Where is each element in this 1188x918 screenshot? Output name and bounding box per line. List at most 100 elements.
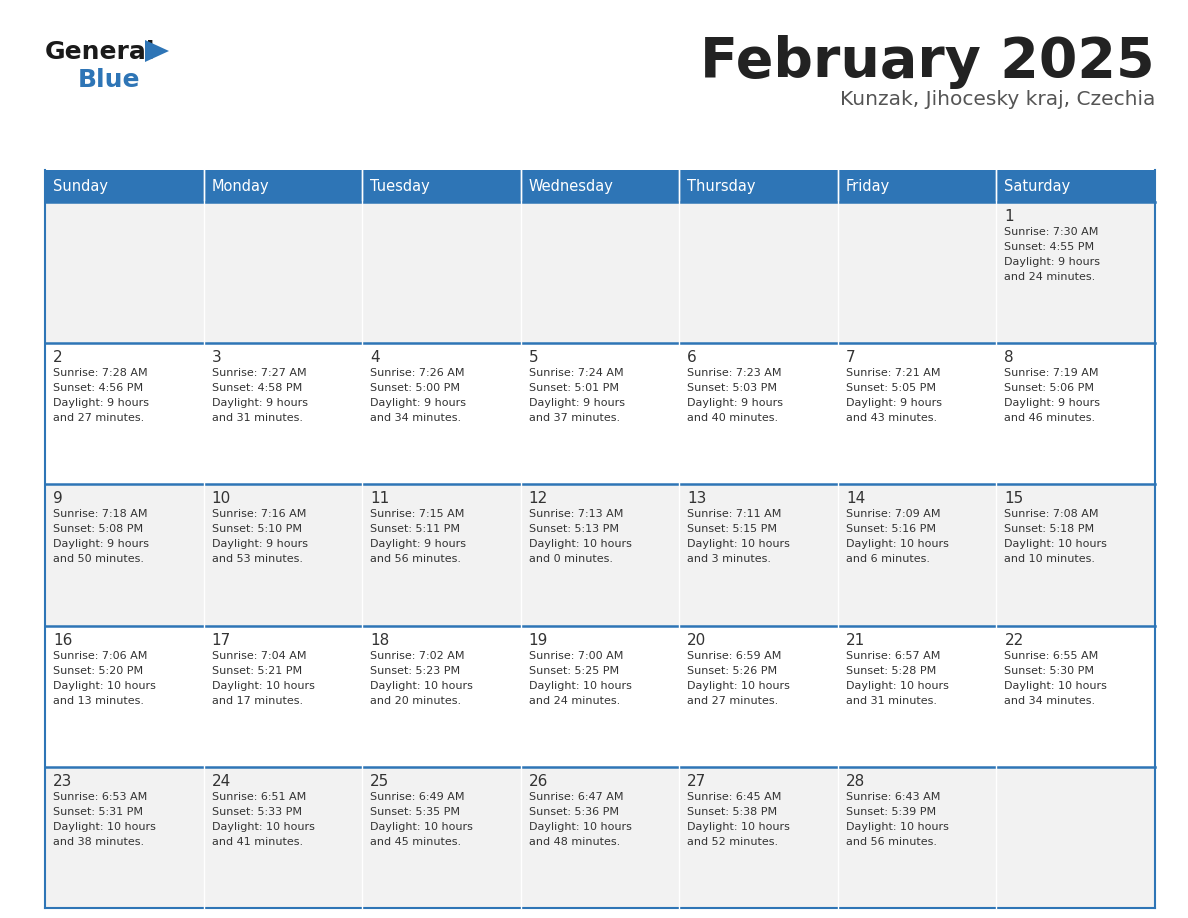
Bar: [838, 170, 997, 202]
Text: Kunzak, Jihocesky kraj, Czechia: Kunzak, Jihocesky kraj, Czechia: [840, 90, 1155, 109]
Text: Sunrise: 7:21 AM: Sunrise: 7:21 AM: [846, 368, 941, 378]
Text: Daylight: 9 hours: Daylight: 9 hours: [371, 398, 466, 409]
Text: Sunday: Sunday: [53, 178, 108, 194]
Text: and 13 minutes.: and 13 minutes.: [53, 696, 144, 706]
Text: Sunset: 5:18 PM: Sunset: 5:18 PM: [1004, 524, 1094, 534]
Text: Daylight: 10 hours: Daylight: 10 hours: [529, 822, 632, 832]
Text: 7: 7: [846, 350, 855, 365]
Text: Daylight: 10 hours: Daylight: 10 hours: [211, 680, 315, 690]
Text: Sunset: 5:13 PM: Sunset: 5:13 PM: [529, 524, 619, 534]
Text: 8: 8: [1004, 350, 1015, 365]
Text: 25: 25: [371, 774, 390, 789]
Text: and 56 minutes.: and 56 minutes.: [371, 554, 461, 565]
Text: Sunrise: 7:06 AM: Sunrise: 7:06 AM: [53, 651, 147, 661]
Text: 9: 9: [53, 491, 63, 507]
Text: Daylight: 9 hours: Daylight: 9 hours: [371, 540, 466, 549]
Text: and 52 minutes.: and 52 minutes.: [688, 837, 778, 846]
Text: Sunrise: 7:08 AM: Sunrise: 7:08 AM: [1004, 509, 1099, 520]
Text: and 0 minutes.: and 0 minutes.: [529, 554, 613, 565]
Text: Daylight: 10 hours: Daylight: 10 hours: [53, 822, 156, 832]
Text: and 20 minutes.: and 20 minutes.: [371, 696, 461, 706]
Text: Daylight: 10 hours: Daylight: 10 hours: [846, 822, 949, 832]
Text: Sunrise: 7:19 AM: Sunrise: 7:19 AM: [1004, 368, 1099, 378]
Text: 1: 1: [1004, 209, 1015, 224]
Text: Sunrise: 7:15 AM: Sunrise: 7:15 AM: [371, 509, 465, 520]
Text: Sunset: 5:20 PM: Sunset: 5:20 PM: [53, 666, 143, 676]
Text: Sunset: 5:28 PM: Sunset: 5:28 PM: [846, 666, 936, 676]
Text: 15: 15: [1004, 491, 1024, 507]
Text: 3: 3: [211, 350, 221, 365]
Text: 22: 22: [1004, 633, 1024, 647]
Text: Daylight: 10 hours: Daylight: 10 hours: [371, 822, 473, 832]
Text: Daylight: 10 hours: Daylight: 10 hours: [846, 680, 949, 690]
Text: Daylight: 9 hours: Daylight: 9 hours: [211, 398, 308, 409]
Text: Sunset: 5:08 PM: Sunset: 5:08 PM: [53, 524, 143, 534]
Text: and 24 minutes.: and 24 minutes.: [1004, 272, 1095, 282]
Text: and 41 minutes.: and 41 minutes.: [211, 837, 303, 846]
Text: Daylight: 9 hours: Daylight: 9 hours: [53, 398, 148, 409]
Text: Sunset: 5:10 PM: Sunset: 5:10 PM: [211, 524, 302, 534]
Text: 21: 21: [846, 633, 865, 647]
Text: Sunrise: 6:57 AM: Sunrise: 6:57 AM: [846, 651, 940, 661]
Text: 24: 24: [211, 774, 230, 789]
Text: General: General: [45, 40, 156, 64]
Bar: [520, 170, 680, 202]
Text: Wednesday: Wednesday: [529, 178, 613, 194]
Text: Daylight: 9 hours: Daylight: 9 hours: [1004, 257, 1100, 267]
Text: Sunset: 5:31 PM: Sunset: 5:31 PM: [53, 807, 143, 817]
Text: 27: 27: [688, 774, 707, 789]
Text: and 34 minutes.: and 34 minutes.: [1004, 696, 1095, 706]
Text: Sunset: 5:35 PM: Sunset: 5:35 PM: [371, 807, 460, 817]
Text: Sunrise: 7:11 AM: Sunrise: 7:11 AM: [688, 509, 782, 520]
Text: 5: 5: [529, 350, 538, 365]
Text: Sunrise: 7:18 AM: Sunrise: 7:18 AM: [53, 509, 147, 520]
Text: Daylight: 9 hours: Daylight: 9 hours: [529, 398, 625, 409]
Text: 26: 26: [529, 774, 548, 789]
Text: and 3 minutes.: and 3 minutes.: [688, 554, 771, 565]
Text: 18: 18: [371, 633, 390, 647]
Bar: [45, 202, 1155, 343]
Text: Sunrise: 7:13 AM: Sunrise: 7:13 AM: [529, 509, 623, 520]
Text: Sunrise: 6:55 AM: Sunrise: 6:55 AM: [1004, 651, 1099, 661]
Text: Sunrise: 7:09 AM: Sunrise: 7:09 AM: [846, 509, 941, 520]
Text: Saturday: Saturday: [1004, 178, 1070, 194]
Text: Sunset: 5:06 PM: Sunset: 5:06 PM: [1004, 383, 1094, 393]
Text: Daylight: 10 hours: Daylight: 10 hours: [1004, 680, 1107, 690]
Text: Monday: Monday: [211, 178, 270, 194]
Text: Daylight: 10 hours: Daylight: 10 hours: [688, 680, 790, 690]
Text: Daylight: 9 hours: Daylight: 9 hours: [53, 540, 148, 549]
Text: Sunrise: 6:45 AM: Sunrise: 6:45 AM: [688, 792, 782, 801]
Text: Sunrise: 7:27 AM: Sunrise: 7:27 AM: [211, 368, 307, 378]
Text: 10: 10: [211, 491, 230, 507]
Text: Daylight: 10 hours: Daylight: 10 hours: [529, 680, 632, 690]
Text: Sunrise: 7:16 AM: Sunrise: 7:16 AM: [211, 509, 307, 520]
Text: 23: 23: [53, 774, 72, 789]
Text: and 34 minutes.: and 34 minutes.: [371, 413, 461, 423]
Text: and 38 minutes.: and 38 minutes.: [53, 837, 144, 846]
Text: 14: 14: [846, 491, 865, 507]
Bar: [203, 170, 362, 202]
Bar: [362, 170, 520, 202]
Text: Sunset: 5:23 PM: Sunset: 5:23 PM: [371, 666, 460, 676]
Bar: [680, 170, 838, 202]
Text: and 48 minutes.: and 48 minutes.: [529, 837, 620, 846]
Text: Sunrise: 7:30 AM: Sunrise: 7:30 AM: [1004, 227, 1099, 237]
Text: Sunrise: 6:43 AM: Sunrise: 6:43 AM: [846, 792, 940, 801]
Text: and 46 minutes.: and 46 minutes.: [1004, 413, 1095, 423]
Text: and 10 minutes.: and 10 minutes.: [1004, 554, 1095, 565]
Text: and 37 minutes.: and 37 minutes.: [529, 413, 620, 423]
Text: 17: 17: [211, 633, 230, 647]
Text: Sunrise: 7:28 AM: Sunrise: 7:28 AM: [53, 368, 147, 378]
Text: Sunrise: 7:00 AM: Sunrise: 7:00 AM: [529, 651, 623, 661]
Text: 6: 6: [688, 350, 697, 365]
Text: Sunrise: 6:49 AM: Sunrise: 6:49 AM: [371, 792, 465, 801]
Text: Daylight: 10 hours: Daylight: 10 hours: [211, 822, 315, 832]
Text: Daylight: 10 hours: Daylight: 10 hours: [53, 680, 156, 690]
Text: and 31 minutes.: and 31 minutes.: [211, 413, 303, 423]
Text: Daylight: 10 hours: Daylight: 10 hours: [1004, 540, 1107, 549]
Text: Friday: Friday: [846, 178, 890, 194]
Text: Sunset: 5:39 PM: Sunset: 5:39 PM: [846, 807, 936, 817]
Text: Tuesday: Tuesday: [371, 178, 430, 194]
Text: Sunset: 5:21 PM: Sunset: 5:21 PM: [211, 666, 302, 676]
Text: Sunset: 5:38 PM: Sunset: 5:38 PM: [688, 807, 777, 817]
